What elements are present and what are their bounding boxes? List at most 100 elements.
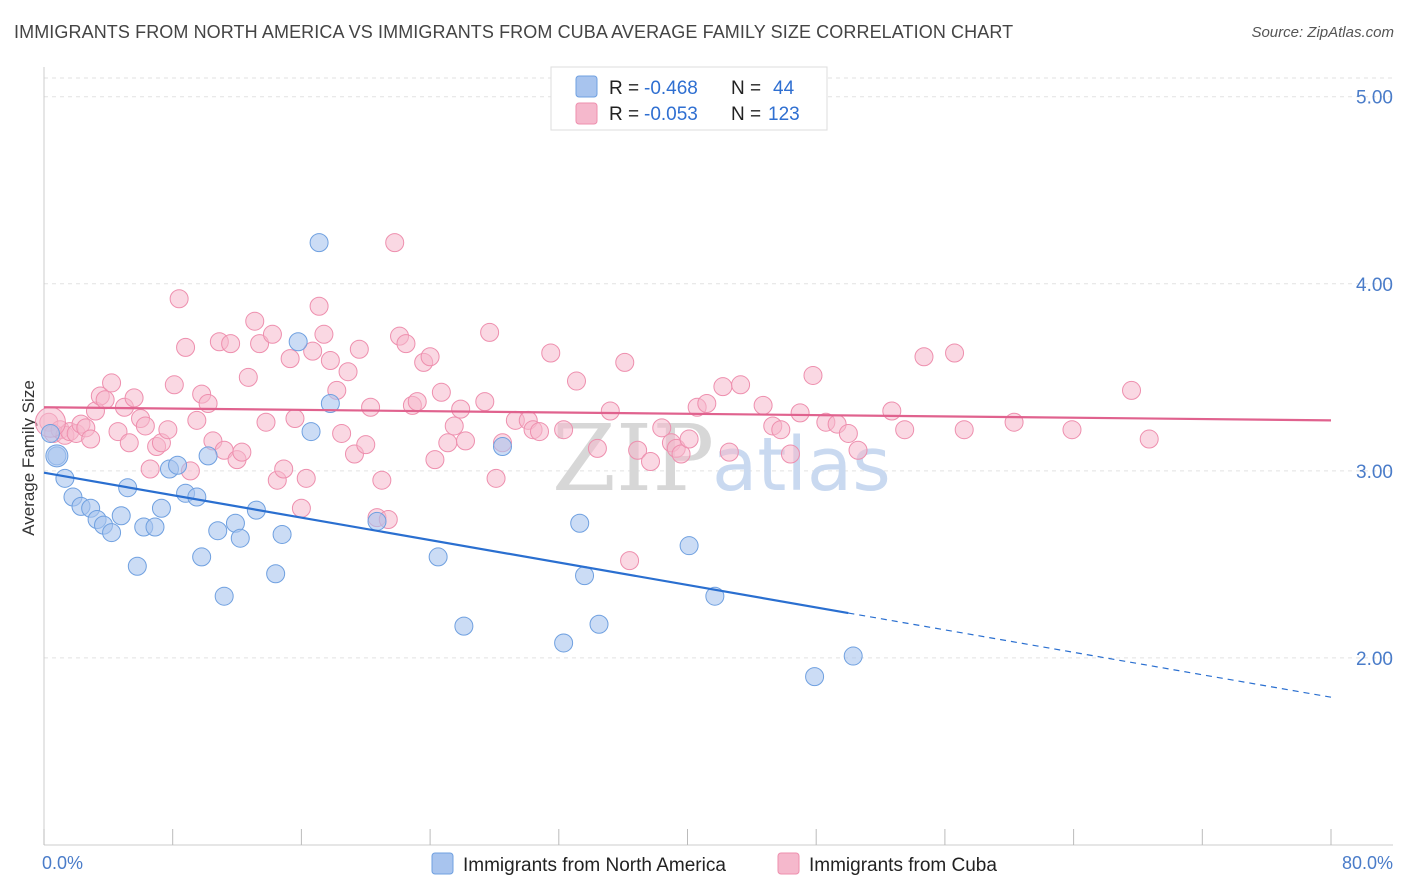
x-tick-label-min: 0.0% bbox=[42, 853, 83, 873]
data-point-north-america bbox=[805, 667, 825, 687]
data-point-cuba bbox=[838, 423, 858, 443]
data-point-cuba bbox=[385, 233, 405, 253]
chart-title: IMMIGRANTS FROM NORTH AMERICA VS IMMIGRA… bbox=[14, 22, 1014, 42]
data-point-cuba bbox=[303, 341, 323, 361]
data-point-cuba bbox=[451, 399, 471, 419]
bottom-legend-label-cuba: Immigrants from Cuba bbox=[809, 855, 997, 876]
data-point-cuba bbox=[554, 420, 574, 440]
data-point-cuba bbox=[238, 367, 258, 387]
data-point-cuba bbox=[169, 289, 189, 309]
trend-line-north-america-extrapolated bbox=[848, 612, 1332, 698]
data-point-cuba bbox=[221, 334, 241, 354]
data-point-north-america bbox=[705, 586, 725, 606]
data-point-cuba bbox=[356, 435, 376, 455]
data-point-cuba bbox=[187, 410, 207, 430]
legend-swatch-north-america bbox=[575, 75, 598, 98]
data-point-north-america bbox=[320, 394, 340, 414]
data-point-cuba bbox=[671, 444, 691, 464]
data-point-cuba bbox=[140, 459, 160, 479]
legend-n-value-1: 44 bbox=[773, 78, 795, 99]
data-point-cuba bbox=[455, 431, 475, 451]
data-point-north-america-cluster bbox=[45, 444, 69, 468]
trend-line-cuba bbox=[43, 406, 1332, 422]
data-point-north-america bbox=[679, 536, 699, 556]
axes bbox=[43, 67, 1393, 846]
data-point-cuba bbox=[640, 452, 660, 471]
data-point-cuba bbox=[285, 408, 305, 428]
data-point-cuba bbox=[158, 420, 178, 440]
data-point-cuba bbox=[620, 551, 640, 571]
legend-n-label-1: N = bbox=[731, 78, 761, 99]
data-point-cuba bbox=[420, 347, 440, 367]
data-point-cuba bbox=[124, 388, 144, 408]
data-point-north-america bbox=[843, 646, 863, 666]
legend-n-value-2: 123 bbox=[768, 104, 800, 125]
data-point-north-america bbox=[575, 566, 595, 586]
data-point-cuba bbox=[361, 397, 381, 417]
data-point-cuba bbox=[882, 401, 902, 421]
y-tick-label: 5.00 bbox=[1356, 88, 1393, 109]
data-point-cuba bbox=[438, 433, 458, 453]
data-point-cuba bbox=[274, 459, 294, 479]
data-point-cuba bbox=[679, 429, 699, 449]
data-point-cuba bbox=[119, 433, 139, 453]
data-point-cuba bbox=[914, 347, 934, 367]
data-point-cuba bbox=[135, 416, 155, 436]
data-point-north-america bbox=[272, 524, 292, 544]
data-point-cuba bbox=[895, 420, 915, 440]
y-tick-label: 4.00 bbox=[1356, 275, 1393, 296]
data-point-north-america bbox=[198, 446, 218, 466]
data-point-cuba bbox=[164, 375, 184, 395]
legend-r-label-2: R = bbox=[609, 104, 639, 125]
y-tick-labels: 2.00 3.00 4.00 5.00 bbox=[1356, 88, 1393, 670]
data-point-cuba bbox=[587, 438, 607, 458]
data-point-north-america bbox=[428, 547, 448, 567]
data-point-north-america bbox=[309, 233, 329, 253]
data-point-cuba bbox=[1062, 420, 1082, 440]
data-point-cuba bbox=[407, 392, 427, 412]
data-point-cuba bbox=[431, 382, 451, 402]
data-point-cuba bbox=[1004, 412, 1024, 432]
data-point-cuba bbox=[296, 468, 316, 488]
correlation-legend: R = -0.468 N = 44 R = -0.053 N = 123 bbox=[550, 66, 828, 131]
data-point-north-america bbox=[492, 437, 512, 457]
data-point-cuba bbox=[731, 375, 751, 395]
trend-lines bbox=[43, 406, 1332, 698]
legend-n-label-2: N = bbox=[731, 104, 761, 125]
data-point-north-america bbox=[301, 422, 321, 442]
data-point-cuba bbox=[262, 324, 282, 344]
watermark-atlas: atlas bbox=[712, 422, 891, 508]
data-point-cuba bbox=[945, 343, 965, 363]
data-point-cuba bbox=[232, 442, 252, 462]
data-point-cuba bbox=[486, 468, 506, 488]
data-point-north-america bbox=[288, 332, 308, 352]
data-point-cuba bbox=[771, 420, 791, 440]
data-point-cuba bbox=[309, 296, 329, 316]
data-point-cuba bbox=[713, 377, 733, 397]
bottom-legend-label-north-america: Immigrants from North America bbox=[463, 855, 726, 876]
series-north-america-points bbox=[40, 233, 863, 687]
data-point-cuba bbox=[719, 442, 739, 462]
data-point-north-america bbox=[192, 547, 212, 567]
data-point-cuba bbox=[81, 429, 101, 449]
data-point-north-america bbox=[570, 513, 590, 533]
data-point-north-america bbox=[40, 423, 60, 443]
data-point-cuba bbox=[314, 324, 334, 344]
data-point-cuba bbox=[790, 403, 810, 423]
data-point-cuba bbox=[697, 394, 717, 414]
data-point-cuba bbox=[349, 339, 369, 359]
data-point-cuba bbox=[320, 350, 340, 370]
data-point-cuba bbox=[480, 322, 500, 342]
data-point-north-america bbox=[230, 528, 250, 548]
data-point-cuba bbox=[372, 470, 392, 490]
data-point-cuba bbox=[396, 334, 416, 354]
data-point-north-america bbox=[214, 586, 234, 606]
data-point-cuba bbox=[95, 390, 115, 410]
data-point-north-america bbox=[145, 517, 165, 537]
data-point-cuba bbox=[444, 416, 464, 436]
data-point-cuba bbox=[652, 418, 672, 438]
data-point-cuba bbox=[256, 412, 276, 432]
y-axis-label: Average Family Size bbox=[19, 380, 38, 536]
data-point-cuba bbox=[176, 337, 196, 357]
